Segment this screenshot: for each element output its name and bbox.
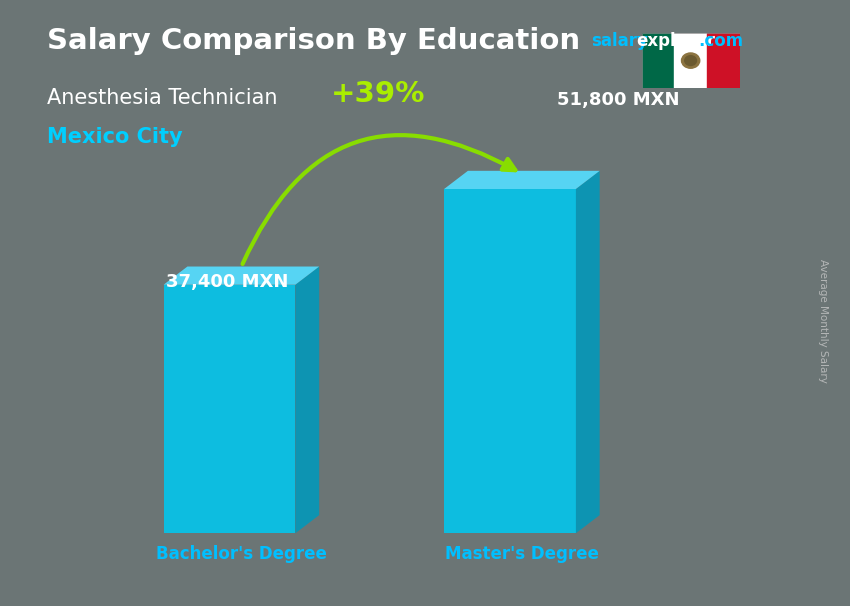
- Text: .com: .com: [698, 32, 743, 50]
- Bar: [707, 33, 740, 88]
- Polygon shape: [444, 189, 576, 533]
- Text: explorer: explorer: [637, 32, 716, 50]
- Polygon shape: [576, 171, 600, 533]
- Bar: [642, 33, 674, 88]
- Text: salary: salary: [591, 32, 648, 50]
- Text: Salary Comparison By Education: Salary Comparison By Education: [47, 27, 580, 55]
- Text: Master's Degree: Master's Degree: [445, 545, 599, 564]
- Text: 51,800 MXN: 51,800 MXN: [557, 91, 679, 109]
- Text: Average Monthly Salary: Average Monthly Salary: [818, 259, 828, 383]
- Text: Anesthesia Technician: Anesthesia Technician: [47, 88, 277, 108]
- Text: +39%: +39%: [331, 80, 426, 108]
- Text: Bachelor's Degree: Bachelor's Degree: [156, 545, 327, 564]
- Polygon shape: [163, 267, 320, 285]
- Bar: [674, 33, 707, 88]
- Polygon shape: [296, 267, 320, 533]
- Text: 37,400 MXN: 37,400 MXN: [166, 273, 288, 291]
- Polygon shape: [163, 285, 296, 533]
- Circle shape: [685, 56, 696, 65]
- Polygon shape: [444, 171, 600, 189]
- Text: Mexico City: Mexico City: [47, 127, 183, 147]
- Circle shape: [682, 53, 700, 68]
